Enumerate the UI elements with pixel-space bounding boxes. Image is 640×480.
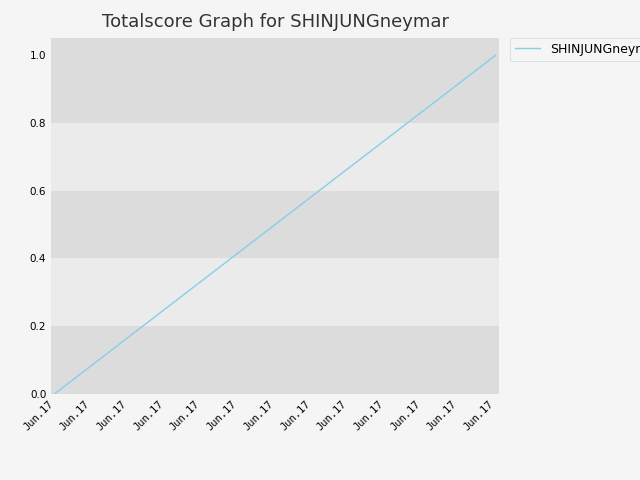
Title: Totalscore Graph for SHINJUNGneymar: Totalscore Graph for SHINJUNGneymar (102, 13, 449, 31)
SHINJUNGneymar (154, 312, 161, 318)
SHINJUNGneymar (469, 70, 477, 75)
SHINJUNGneymar (492, 52, 499, 58)
Bar (51, 326, 499, 394)
Legend: SHINJUNGneymar: SHINJUNGneymar (510, 37, 640, 60)
Line: SHINJUNGneymar: SHINJUNGneymar (55, 55, 495, 394)
SHINJUNGneymar (278, 216, 285, 222)
SHINJUNGneymar (456, 80, 464, 85)
SHINJUNGneymar (314, 189, 321, 195)
Bar (51, 191, 499, 258)
SHINJUNGneymar (136, 326, 143, 332)
SHINJUNGneymar (51, 391, 59, 396)
Bar (51, 38, 499, 123)
